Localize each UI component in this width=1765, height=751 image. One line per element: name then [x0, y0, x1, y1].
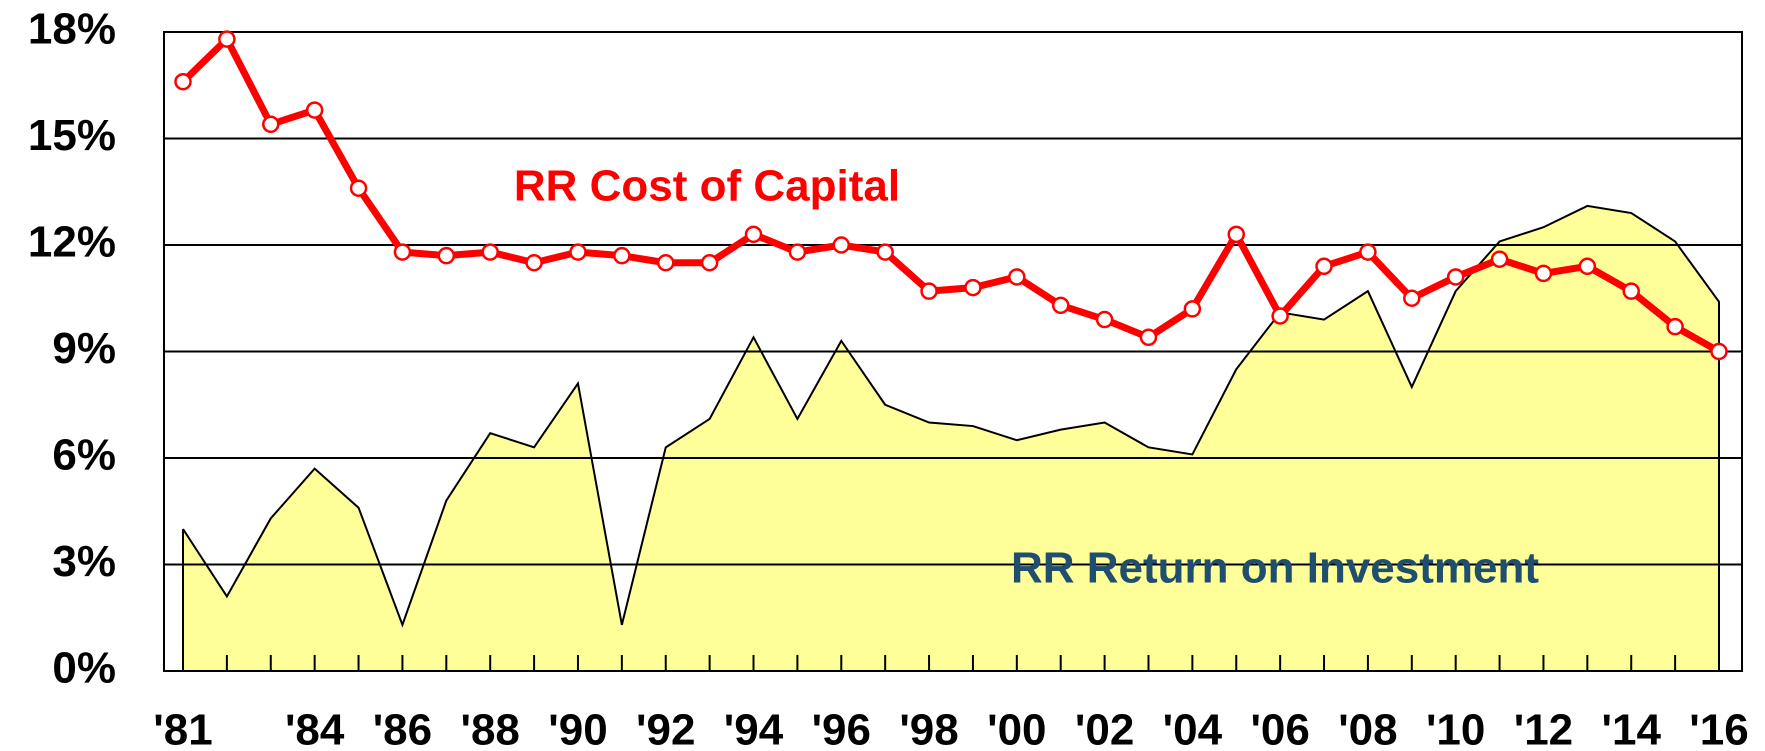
x-tick-label: '02 — [1075, 706, 1134, 751]
cost-marker — [1271, 307, 1289, 325]
cost-marker — [1139, 328, 1158, 347]
cost-marker — [1095, 310, 1114, 329]
y-tick-label: 12% — [28, 218, 116, 267]
plot-frame — [163, 31, 1743, 672]
y-tick-label: 3% — [52, 537, 116, 586]
x-tick-label: '04 — [1163, 706, 1223, 751]
cost-marker — [744, 225, 763, 244]
roi-line — [182, 204, 1720, 671]
x-tick-label: '84 — [285, 706, 345, 751]
cost-marker — [1490, 250, 1509, 268]
x-tick-label: '92 — [636, 706, 695, 751]
x-tick-label: '16 — [1689, 706, 1748, 751]
x-tick-label: '96 — [812, 706, 871, 751]
cost-marker — [1227, 225, 1246, 244]
x-tick-label: '00 — [987, 706, 1046, 751]
cost-marker — [613, 246, 631, 265]
x-tick-label: '94 — [724, 706, 784, 751]
cost-marker — [393, 243, 412, 261]
x-tick-label: '86 — [373, 706, 432, 751]
cost-marker — [1446, 268, 1465, 286]
cost-marker — [788, 243, 807, 261]
y-tick-label: 6% — [52, 431, 116, 480]
series-label: RR Cost of Capital — [514, 162, 900, 211]
cost-marker — [1666, 317, 1684, 336]
cost-marker — [437, 246, 456, 265]
cost-marker — [1578, 257, 1597, 276]
y-tick-label: 0% — [52, 644, 116, 693]
x-tick-label: '08 — [1338, 706, 1397, 751]
x-tick-label: '98 — [899, 706, 958, 751]
x-tick-label: '88 — [460, 706, 519, 751]
cost-marker — [481, 243, 499, 261]
cost-marker — [218, 30, 236, 48]
x-tick-label: '06 — [1250, 706, 1309, 751]
series-label: RR Return on Investment — [1011, 544, 1539, 593]
cost-marker — [1622, 282, 1640, 300]
cost-marker — [876, 243, 894, 261]
x-tick-label: '12 — [1514, 706, 1573, 751]
cost-marker — [1183, 300, 1202, 318]
cost-marker — [1051, 296, 1070, 315]
cost-marker — [262, 115, 280, 134]
y-tick-label: 9% — [52, 324, 116, 373]
cost-marker — [1534, 264, 1553, 283]
x-tick-label: '10 — [1426, 706, 1485, 751]
x-tick-label: '81 — [153, 706, 212, 751]
cost-marker — [700, 254, 719, 272]
y-tick-label: 18% — [28, 5, 116, 54]
cost-marker — [832, 236, 851, 254]
x-tick-label: '90 — [548, 706, 607, 751]
cost-marker — [1359, 243, 1377, 261]
cost-marker — [920, 282, 938, 300]
cost-marker — [1403, 289, 1421, 307]
y-tick-label: 15% — [28, 111, 116, 160]
cost-marker — [569, 243, 587, 261]
cost-marker — [656, 254, 675, 272]
cost-marker — [1710, 342, 1728, 361]
cost-marker — [174, 72, 192, 91]
cost-marker — [1315, 257, 1333, 276]
cost-marker — [349, 179, 368, 197]
cost-marker — [525, 254, 543, 272]
x-tick-label: '14 — [1602, 706, 1662, 751]
cost-marker — [305, 101, 324, 119]
cost-marker — [1008, 268, 1026, 286]
roi-area — [183, 205, 1719, 671]
cost-marker — [964, 278, 982, 297]
